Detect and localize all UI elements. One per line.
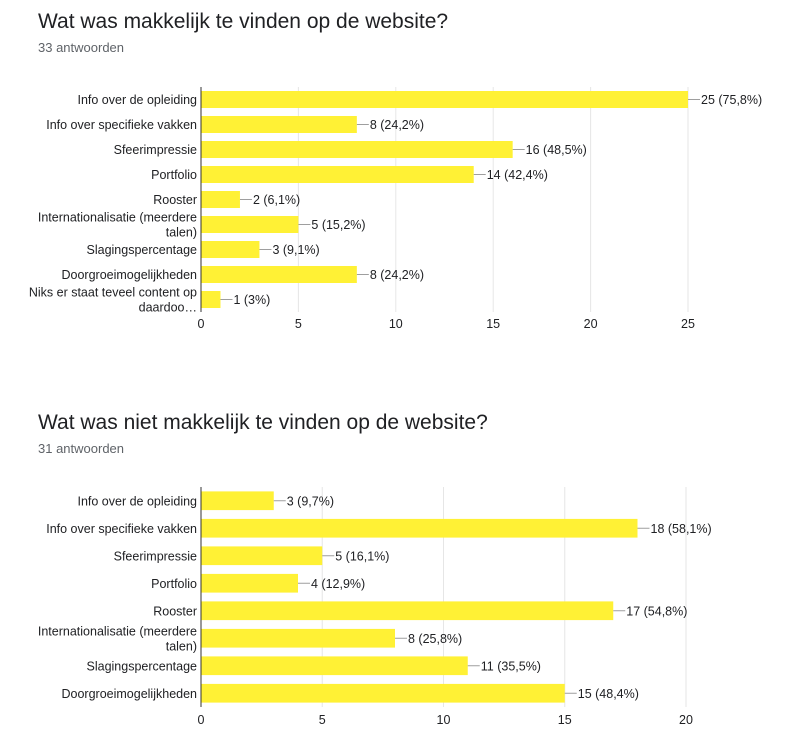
data-label: 11 (35,5%): [481, 659, 541, 673]
bar: [201, 628, 395, 648]
bar: [201, 241, 260, 258]
bar: [201, 116, 357, 133]
data-label: 14 (42,4%): [487, 168, 548, 182]
data-label: 1 (3%): [233, 293, 270, 307]
x-tick-label: 5: [319, 713, 326, 727]
response-count: 33 antwoorden: [38, 40, 125, 55]
data-label: 5 (15,2%): [311, 218, 365, 232]
data-label: 8 (24,2%): [370, 268, 424, 282]
question-title: Wat was makkelijk te vinden op de websit…: [38, 10, 449, 33]
bar-chart-easy: 0 5 10 15 20 25 25 (75,8%) Info over de opleidi…: [29, 87, 762, 331]
category-label: Info over specifieke vakken: [46, 118, 197, 132]
category-label: Portfolio: [151, 168, 197, 182]
bar: [201, 601, 614, 621]
x-tick-label: 15: [558, 713, 572, 727]
category-label: Rooster: [153, 604, 197, 618]
data-label: 5 (16,1%): [335, 549, 389, 563]
bar: [201, 518, 638, 538]
category-label: Internationalisatie (meerdere talen): [38, 211, 197, 240]
response-count: 31 antwoorden: [38, 441, 125, 456]
x-tick-label: 5: [295, 317, 302, 331]
category-label: Niks er staat teveel content op daardoo…: [29, 286, 197, 315]
bar: [201, 91, 688, 108]
question-title: Wat was niet makkelijk te vinden op de w…: [38, 411, 488, 434]
x-tick-label: 10: [389, 317, 403, 331]
category-label: Internationalisatie (meerdere talen): [38, 624, 197, 653]
x-tick-label: 10: [437, 713, 451, 727]
category-label: Info over de opleiding: [77, 494, 197, 508]
category-label: Sfeerimpressie: [114, 143, 197, 157]
data-label: 2 (6,1%): [253, 193, 300, 207]
x-tick-label: 0: [198, 713, 205, 727]
data-label: 3 (9,1%): [272, 243, 319, 257]
data-label: 3 (9,7%): [287, 494, 334, 508]
category-label: Info over de opleiding: [77, 93, 197, 107]
bar: [201, 166, 474, 183]
category-label: Rooster: [153, 193, 197, 207]
data-label: 17 (54,8%): [626, 604, 687, 618]
bar: [201, 491, 274, 511]
x-tick-label: 25: [681, 317, 695, 331]
x-tick-label: 20: [679, 713, 693, 727]
bar: [201, 291, 221, 308]
x-tick-label: 0: [198, 317, 205, 331]
bar: [201, 573, 298, 593]
data-label: 18 (58,1%): [651, 522, 712, 536]
bar: [201, 683, 565, 703]
x-tick-label: 15: [486, 317, 500, 331]
data-label: 8 (24,2%): [370, 118, 424, 132]
bar: [201, 546, 323, 566]
data-label: 25 (75,8%): [701, 93, 762, 107]
bar: [201, 191, 240, 208]
data-label: 16 (48,5%): [526, 143, 587, 157]
category-label: Slagingspercentage: [87, 243, 198, 257]
data-label: 4 (12,9%): [311, 577, 365, 591]
category-label: Portfolio: [151, 577, 197, 591]
category-label: Sfeerimpressie: [114, 549, 197, 563]
category-label: Doorgroeimogelijkheden: [62, 268, 198, 282]
bar: [201, 266, 357, 283]
category-label: Info over specifieke vakken: [46, 522, 197, 536]
category-label: Doorgroeimogelijkheden: [62, 687, 198, 701]
category-label: Slagingspercentage: [87, 659, 198, 673]
bar: [201, 656, 468, 676]
x-tick-label: 20: [584, 317, 598, 331]
data-label: 8 (25,8%): [408, 632, 462, 646]
bar: [201, 216, 299, 233]
data-label: 15 (48,4%): [578, 687, 639, 701]
bar: [201, 141, 513, 158]
